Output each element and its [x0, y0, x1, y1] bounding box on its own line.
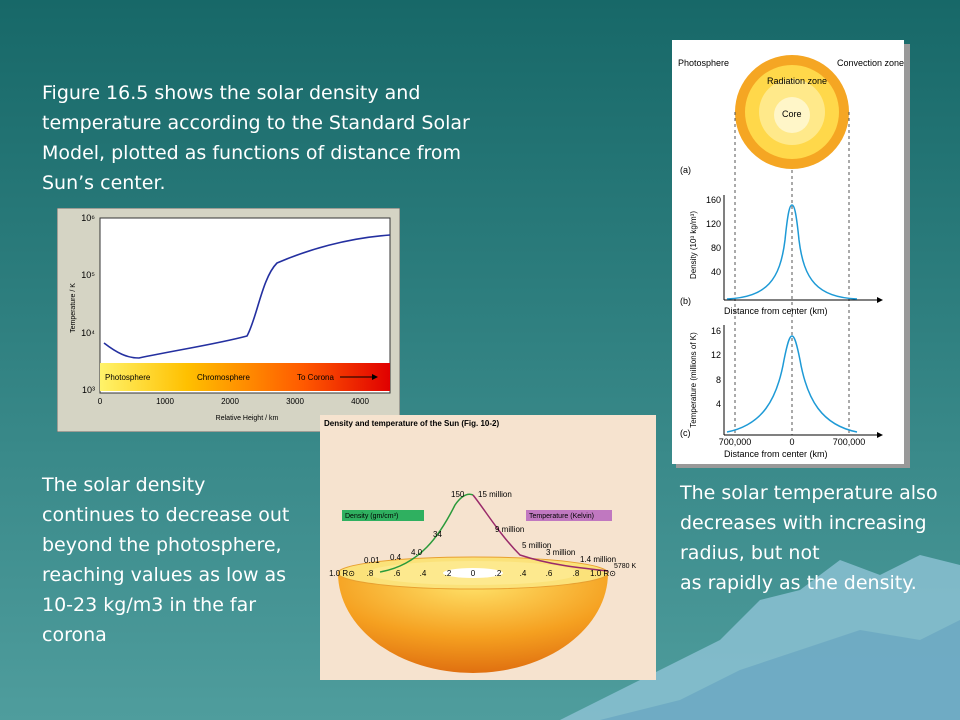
sun-figure: Density and temperature of the Sun (Fig.… — [320, 415, 656, 684]
radius-tick: .8 — [367, 569, 374, 578]
intro-text: Figure 16.5 shows the solar density and … — [42, 82, 470, 194]
radius-tick: .6 — [394, 569, 401, 578]
surface-temperature: 5780 K — [614, 563, 637, 570]
density-text: The solar density continues to decrease … — [42, 474, 290, 646]
temperature-value: 15 million — [478, 490, 512, 499]
density-axis-label: Density (10³ kg/m³) — [689, 211, 698, 279]
radius-tick: .2 — [445, 569, 452, 578]
density-value: 0.01 — [364, 556, 380, 565]
density-value: 150 — [451, 490, 465, 499]
x-tick-label: 1000 — [156, 397, 174, 406]
structure-label: Convection zone — [837, 58, 904, 68]
density-tick: 40 — [711, 267, 721, 277]
structure-label: Radiation zone — [767, 76, 827, 86]
y-axis-label: Temperature / K — [70, 283, 77, 333]
radius-tick: .8 — [573, 569, 580, 578]
panel-label: (a) — [680, 165, 691, 175]
panel-label: (c) — [680, 428, 691, 438]
radius-tick: .4 — [420, 569, 427, 578]
structure-figure: Photosphere Convection zone Radiation zo… — [672, 40, 910, 472]
figure: Density and temperature of the Sun (Fig.… — [320, 415, 656, 680]
temperature-text: The solar temperature also decreases wit… — [680, 478, 950, 598]
radius-tick: 1.0 R⊙ — [590, 569, 616, 578]
density-tick: 80 — [711, 243, 721, 253]
y-tick-label: 10⁵ — [81, 270, 95, 280]
distance-tick: 0 — [789, 437, 794, 447]
x-tick-label: 2000 — [221, 397, 239, 406]
density-value: 34 — [433, 530, 442, 539]
distance-label: Distance from center (km) — [724, 449, 828, 459]
temperature-tick: 12 — [711, 350, 721, 360]
temperature-tick: 8 — [716, 375, 721, 385]
x-tick-label: 4000 — [351, 397, 369, 406]
distance-tick: 700,000 — [833, 437, 866, 447]
distance-tick: 700,000 — [719, 437, 752, 447]
density-value: 0.4 — [390, 553, 402, 562]
figure: 10⁶ 10⁵ 10⁴ 10³ Temperature / K 0 1000 2… — [56, 207, 401, 433]
radius-tick: 1.0 R⊙ — [329, 569, 355, 578]
temperature-legend: Temperature (Kelvin) — [529, 513, 594, 520]
x-tick-label: 3000 — [286, 397, 304, 406]
region-label: To Corona — [297, 373, 334, 382]
panel-label: (b) — [680, 296, 691, 306]
x-tick-label: 0 — [98, 397, 103, 406]
temperature-tick: 4 — [716, 399, 721, 409]
temperature-figure: 10⁶ 10⁵ 10⁴ 10³ Temperature / K 0 1000 2… — [56, 207, 401, 436]
y-tick-label: 10⁴ — [81, 328, 95, 338]
text-line: as rapidly as the density. — [680, 572, 917, 594]
region-label: Chromosphere — [197, 373, 250, 382]
structure-label: Core — [782, 109, 802, 119]
y-tick-label: 10³ — [82, 385, 95, 395]
temperature-value: 1.4 million — [580, 555, 616, 564]
figure: Photosphere Convection zone Radiation zo… — [672, 40, 910, 468]
radius-tick: 0 — [471, 569, 476, 578]
y-tick-label: 10⁶ — [81, 213, 95, 223]
radius-tick: .4 — [520, 569, 527, 578]
radius-tick: .2 — [495, 569, 502, 578]
density-tick: 160 — [706, 195, 721, 205]
temperature-value: 3 million — [546, 548, 575, 557]
density-value: 4.0 — [411, 548, 423, 557]
text-line: The solar temperature also decreases wit… — [680, 482, 938, 564]
distance-label: Distance from center (km) — [724, 306, 828, 316]
temperature-value: 9 million — [495, 525, 524, 534]
temperature-axis-label: Temperature (millions of K) — [689, 332, 698, 428]
region-label: Photosphere — [105, 373, 151, 382]
structure-label: Photosphere — [678, 58, 729, 68]
density-tick: 120 — [706, 219, 721, 229]
figure-title: Density and temperature of the Sun (Fig.… — [324, 419, 499, 428]
temperature-value: 5 million — [522, 541, 551, 550]
x-axis-label: Relative Height / km — [216, 415, 279, 422]
radius-tick: .6 — [546, 569, 553, 578]
temperature-tick: 16 — [711, 326, 721, 336]
density-legend: Density (gm/cm³) — [345, 513, 398, 520]
